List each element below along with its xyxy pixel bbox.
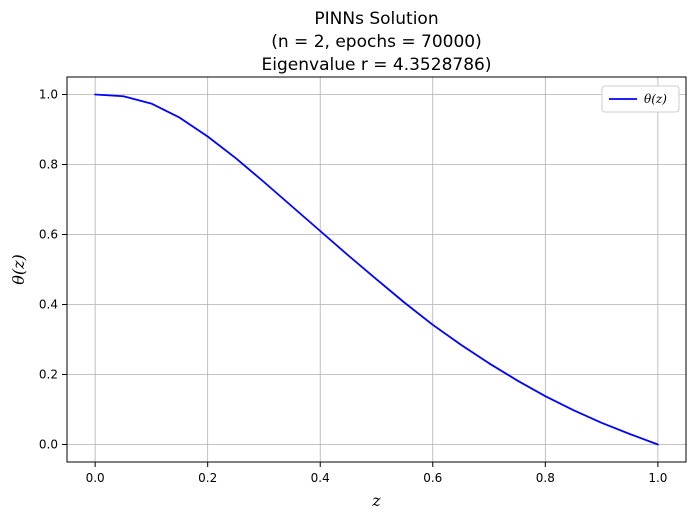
x-tick-label: 0.0 <box>86 471 105 485</box>
x-axis-label: z <box>371 491 381 510</box>
tick-layer: 0.0 0.2 0.4 0.6 0.8 1.0 0.0 0.2 0.4 0.6 0.8 1.0 <box>39 88 668 486</box>
y-tick-label: 0.0 <box>39 438 58 452</box>
series-layer <box>94 93 659 446</box>
y-tick-label: 0.4 <box>39 298 58 312</box>
legend-label-theta: θ(z) <box>644 92 667 106</box>
x-tick-label: 0.4 <box>311 471 330 485</box>
legend-frame <box>601 85 680 113</box>
x-tick-label: 0.6 <box>423 471 442 485</box>
x-tick-label: 0.2 <box>198 471 217 485</box>
series-line-theta <box>94 93 659 446</box>
y-tick-label: 1.0 <box>39 88 58 102</box>
legend: θ(z) <box>601 85 680 113</box>
y-tick-label: 0.6 <box>39 228 58 242</box>
chart-title-line-2: (n = 2, epochs = 70000) <box>271 32 481 52</box>
y-tick-label: 0.2 <box>39 368 58 382</box>
x-tick-label: 0.8 <box>536 471 555 485</box>
x-tick-label: 1.0 <box>648 471 667 485</box>
y-tick-label: 0.8 <box>39 158 58 172</box>
chart-title-line-1: PINNs Solution <box>314 9 438 29</box>
chart-title-line-3: Eigenvalue r = 4.3528786) <box>262 55 492 75</box>
grid-layer <box>67 77 686 462</box>
y-axis-label: θ(z) <box>9 254 28 285</box>
plot-area-frame <box>66 76 687 463</box>
